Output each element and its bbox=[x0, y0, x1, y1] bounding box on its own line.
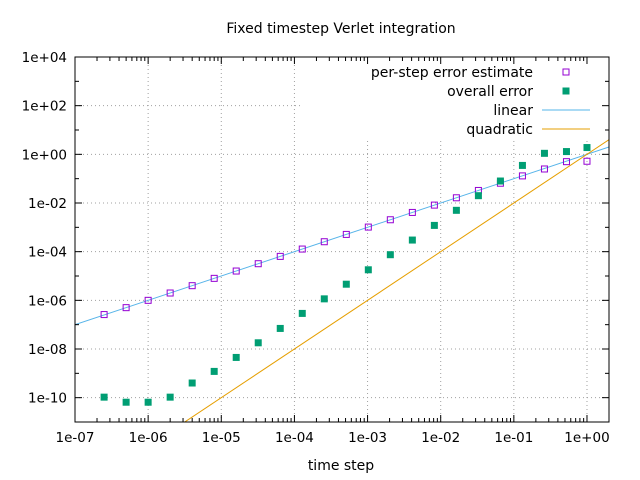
per-step-error-point bbox=[518, 172, 526, 180]
x-tick-label: 1e-06 bbox=[129, 430, 168, 446]
x-tick-label: 1e+00 bbox=[564, 430, 609, 446]
legend-label: overall error bbox=[447, 84, 533, 100]
y-tick-label: 1e-02 bbox=[28, 196, 67, 212]
y-tick-label: 1e+02 bbox=[22, 99, 67, 115]
series-lines bbox=[75, 139, 609, 422]
data-points bbox=[100, 144, 591, 406]
overall-error-point bbox=[364, 266, 372, 274]
quadratic-line bbox=[183, 139, 609, 422]
overall-error-point bbox=[518, 161, 526, 169]
per-step-error-point bbox=[188, 282, 196, 290]
y-tick-label: 1e+00 bbox=[22, 147, 67, 163]
overall-error-point bbox=[254, 339, 262, 347]
per-step-error-point bbox=[210, 274, 218, 282]
y-tick-label: 1e-08 bbox=[28, 342, 67, 358]
per-step-error-point bbox=[254, 260, 262, 268]
overall-error-point bbox=[342, 280, 350, 288]
legend-swatch bbox=[562, 87, 570, 95]
overall-error-point bbox=[122, 398, 130, 406]
per-step-error-point bbox=[562, 158, 570, 166]
per-step-error-point bbox=[100, 311, 108, 319]
x-tick-label: 1e-04 bbox=[275, 430, 314, 446]
per-step-error-point bbox=[232, 267, 240, 275]
x-tick-label: 1e-03 bbox=[348, 430, 387, 446]
per-step-error-point bbox=[342, 230, 350, 238]
legend-label: linear bbox=[493, 103, 533, 119]
per-step-error-point bbox=[122, 304, 130, 312]
plot-frame bbox=[74, 56, 610, 423]
overall-error-point bbox=[276, 324, 284, 332]
per-step-error-point bbox=[144, 296, 152, 304]
y-tick-label: 1e-10 bbox=[28, 391, 67, 407]
y-tick-label: 1e+04 bbox=[22, 50, 67, 66]
per-step-error-point bbox=[386, 216, 394, 224]
overall-error-point bbox=[474, 192, 482, 200]
overall-error-point bbox=[430, 221, 438, 229]
linear-line bbox=[75, 146, 609, 326]
overall-error-point bbox=[496, 177, 504, 185]
overall-error-point bbox=[562, 148, 570, 156]
overall-error-point bbox=[386, 251, 394, 259]
overall-error-point bbox=[188, 379, 196, 387]
overall-error-point bbox=[166, 393, 174, 401]
legend-swatch bbox=[562, 68, 570, 76]
overall-error-point bbox=[452, 206, 460, 214]
axis-ticks: 1e-07 1e-06 1e-05 1e-04 1e-03 1e-02 1e-01 1e+00… bbox=[22, 50, 610, 446]
per-step-error-point bbox=[166, 289, 174, 297]
per-step-error-point bbox=[452, 194, 460, 202]
per-step-error-point bbox=[408, 208, 416, 216]
x-axis-label: time step bbox=[308, 458, 374, 474]
overall-error-point bbox=[583, 144, 591, 152]
per-step-error-point bbox=[583, 157, 591, 165]
x-tick-label: 1e-01 bbox=[494, 430, 533, 446]
y-tick-label: 1e-06 bbox=[28, 293, 67, 309]
overall-error-point bbox=[320, 295, 328, 303]
overall-error-point bbox=[144, 398, 152, 406]
x-tick-label: 1e-07 bbox=[56, 430, 95, 446]
per-step-error-point bbox=[298, 245, 306, 253]
overall-error-point bbox=[232, 353, 240, 361]
overall-error-point bbox=[298, 309, 306, 317]
chart-title: Fixed timestep Verlet integration bbox=[226, 21, 455, 37]
y-tick-label: 1e-04 bbox=[28, 245, 67, 261]
overall-error-point bbox=[210, 367, 218, 375]
per-step-error-point bbox=[540, 165, 548, 173]
per-step-error-point bbox=[364, 223, 372, 231]
legend: per-step error estimate overall error line… bbox=[371, 65, 590, 138]
per-step-error-point bbox=[276, 252, 284, 260]
legend-label: per-step error estimate bbox=[371, 65, 533, 81]
per-step-error-point bbox=[320, 238, 328, 246]
overall-error-point bbox=[540, 149, 548, 157]
x-tick-label: 1e-05 bbox=[202, 430, 241, 446]
legend-label: quadratic bbox=[466, 122, 533, 138]
per-step-error-point bbox=[430, 201, 438, 209]
overall-error-point bbox=[408, 236, 416, 244]
overall-error-point bbox=[100, 393, 108, 401]
x-tick-label: 1e-02 bbox=[421, 430, 460, 446]
